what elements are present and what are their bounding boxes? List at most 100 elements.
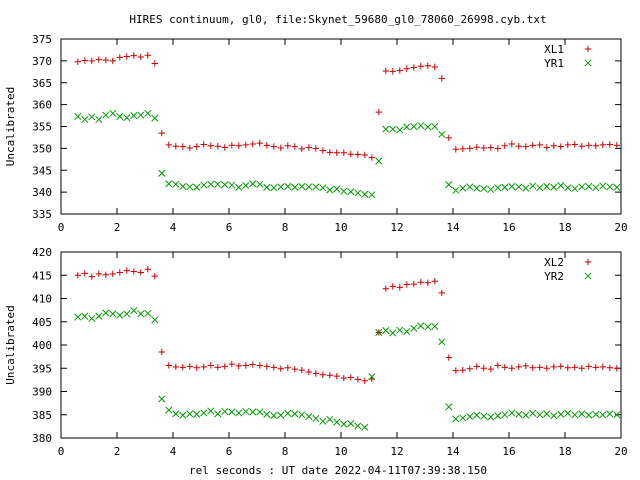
data-point — [326, 415, 334, 423]
data-point — [340, 374, 347, 382]
data-point — [347, 374, 354, 381]
data-point — [291, 410, 299, 418]
data-point — [123, 267, 130, 274]
x-tick-label: 8 — [282, 221, 289, 234]
x-tick-label: 8 — [282, 445, 289, 458]
data-point — [312, 414, 320, 423]
data-point — [116, 269, 123, 276]
data-point — [284, 182, 292, 190]
data-point — [564, 364, 571, 371]
data-point — [186, 363, 193, 370]
x-tick-label: 18 — [558, 221, 571, 234]
data-point — [543, 182, 551, 190]
data-point — [396, 326, 404, 334]
data-point — [81, 270, 88, 277]
data-point — [88, 314, 96, 323]
data-point — [200, 409, 208, 417]
data-point — [256, 362, 263, 369]
data-point — [592, 184, 600, 192]
data-point — [536, 364, 543, 371]
data-point — [284, 142, 291, 149]
data-point — [508, 409, 516, 417]
data-point — [193, 143, 200, 150]
data-point — [284, 364, 291, 371]
data-point — [235, 409, 243, 417]
data-point — [480, 185, 488, 193]
data-point — [249, 140, 256, 148]
legend-marker — [584, 45, 592, 53]
data-point — [368, 373, 376, 381]
plot-frame — [60, 251, 622, 439]
data-point — [193, 183, 201, 191]
y-tick-label: 390 — [32, 386, 52, 399]
data-point — [494, 362, 501, 369]
data-point — [326, 149, 333, 156]
data-point — [557, 182, 565, 190]
data-point — [410, 280, 417, 288]
data-point — [263, 142, 270, 149]
data-point — [361, 151, 368, 159]
data-point — [564, 141, 571, 149]
data-point — [340, 187, 348, 195]
data-point — [214, 180, 222, 188]
data-point — [74, 272, 81, 279]
data-point — [291, 365, 298, 373]
data-point — [459, 414, 467, 422]
x-tick-label: 0 — [58, 445, 65, 458]
data-point — [375, 108, 382, 116]
data-point — [333, 149, 340, 156]
data-point — [116, 112, 124, 120]
data-point — [158, 395, 166, 403]
data-point — [396, 284, 403, 291]
y-tick-label: 420 — [32, 246, 52, 259]
data-point — [88, 57, 95, 65]
data-point — [550, 183, 558, 191]
data-point — [487, 185, 495, 194]
data-point — [494, 184, 502, 192]
data-point — [319, 147, 326, 154]
data-point — [424, 279, 431, 286]
data-point — [263, 363, 270, 370]
data-point — [466, 413, 474, 421]
data-point — [88, 273, 95, 280]
data-point — [529, 142, 536, 149]
data-point — [599, 141, 606, 149]
data-point — [452, 415, 460, 423]
data-point — [151, 114, 159, 122]
data-point — [214, 410, 222, 418]
y-tick-label: 415 — [32, 269, 52, 282]
y-tick-label: 410 — [32, 293, 52, 306]
data-point — [368, 154, 375, 161]
y-tick-label: 405 — [32, 316, 52, 329]
y-tick-label: 355 — [32, 121, 52, 134]
data-point — [270, 364, 277, 371]
data-point — [403, 123, 411, 131]
data-point — [599, 411, 607, 419]
data-point — [361, 423, 369, 431]
data-point — [529, 182, 537, 190]
data-point — [207, 180, 215, 188]
data-point — [137, 310, 145, 318]
data-point — [389, 68, 396, 75]
data-point — [144, 266, 151, 273]
data-point — [193, 364, 200, 371]
data-point — [270, 184, 278, 192]
data-point — [389, 329, 397, 337]
y-axis-label: Uncalibrated — [4, 87, 17, 166]
data-point — [242, 362, 249, 369]
data-point — [102, 56, 109, 64]
data-point — [536, 141, 543, 149]
data-point — [613, 183, 621, 191]
data-point — [417, 322, 425, 330]
data-point — [459, 366, 466, 374]
data-point — [242, 407, 250, 416]
data-point — [613, 142, 620, 149]
data-point — [144, 51, 151, 59]
data-point — [508, 140, 515, 148]
data-point — [543, 365, 550, 372]
y-tick-label: 345 — [32, 164, 52, 177]
data-point — [361, 190, 369, 198]
data-point — [326, 372, 333, 379]
data-point — [487, 365, 494, 373]
data-point — [200, 141, 207, 148]
